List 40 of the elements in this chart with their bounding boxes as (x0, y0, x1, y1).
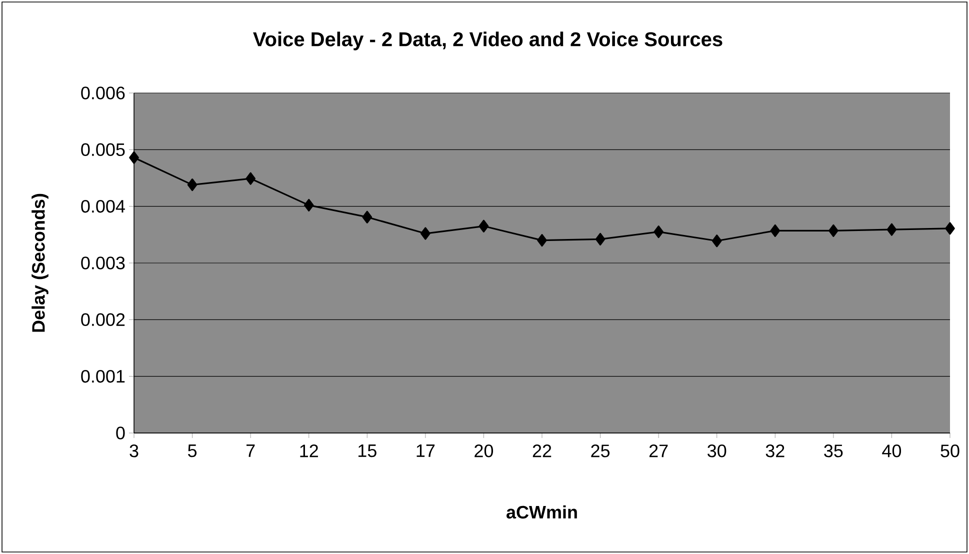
point (712, 234, 722, 248)
point (362, 210, 372, 224)
x-tick-label: 25 (591, 444, 610, 458)
x-tick-label: 40 (882, 444, 902, 458)
point (595, 232, 606, 246)
y-tick-label: 0.002 (81, 313, 125, 326)
x-tick-label: 20 (474, 444, 494, 458)
x-tick-label: 12 (300, 444, 318, 458)
y-tick-label: 0.003 (81, 256, 125, 270)
y-tick-label: 0 (116, 426, 125, 440)
x-tick-label: 5 (188, 444, 197, 458)
y-tick-label: 0.004 (81, 200, 125, 213)
x-tick-label: 27 (649, 444, 668, 458)
point (129, 151, 139, 164)
x-tick-label: 17 (416, 444, 435, 457)
x-tick-label: 32 (766, 444, 784, 458)
x-tick-label: 50 (940, 444, 960, 458)
point (187, 178, 198, 192)
point (945, 222, 955, 235)
point (770, 224, 780, 237)
point (246, 172, 256, 185)
point (828, 224, 838, 237)
point (654, 226, 664, 238)
point (537, 234, 547, 247)
x-axis-title: aCWmin (506, 505, 577, 519)
x-tick-label: 30 (708, 444, 726, 458)
point (420, 227, 430, 240)
chart-title: Voice Delay - 2 Data, 2 Video and 2 Voice Sources (253, 32, 722, 50)
y-tick-label: 0.001 (81, 370, 125, 383)
x-tick-label: 22 (532, 444, 552, 458)
x-tick-label: 3 (130, 444, 138, 458)
point (886, 223, 897, 236)
point (304, 198, 314, 212)
y-axis-title: Delay (Seconds) (32, 194, 48, 332)
x-tick-label: 35 (824, 444, 843, 458)
point (478, 220, 489, 232)
y-tick-label: 0.006 (81, 86, 125, 100)
x-tick-label: 7 (246, 444, 255, 457)
x-tick-label: 15 (358, 444, 376, 458)
y-tick-label: 0.005 (81, 143, 125, 156)
